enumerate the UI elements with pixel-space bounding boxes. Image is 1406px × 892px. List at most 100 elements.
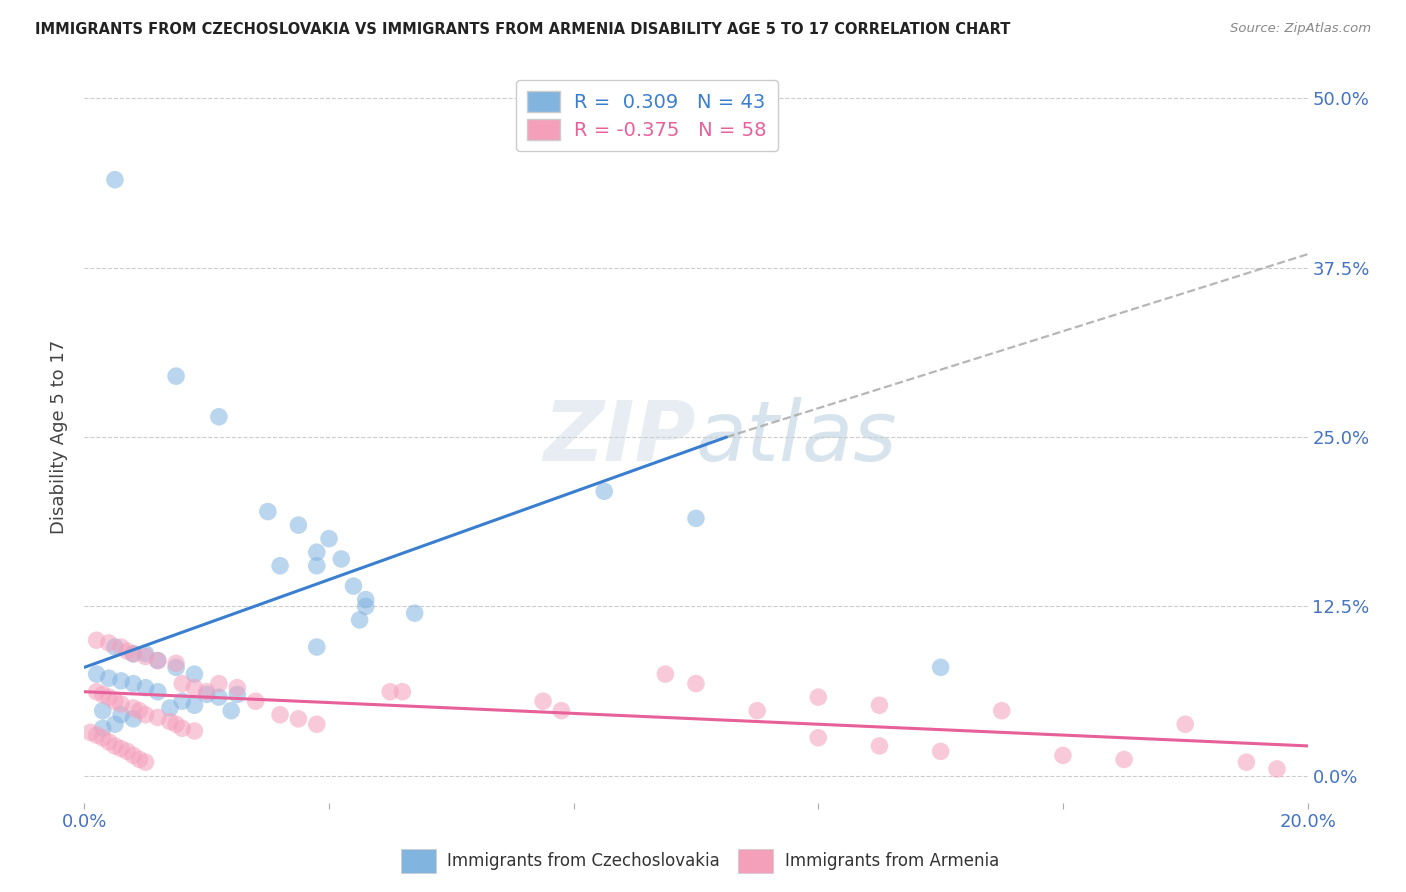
Point [110, 697, 132, 711]
Point [122, 712, 145, 726]
Point [245, 694, 267, 708]
Point [86, 684, 108, 698]
Point [1114, 752, 1136, 766]
Point [1236, 755, 1258, 769]
Point [159, 701, 181, 715]
Point [929, 660, 952, 674]
Point [208, 409, 231, 424]
Point [146, 654, 169, 668]
Point [183, 724, 205, 739]
Point [97, 690, 120, 705]
Point [269, 558, 291, 573]
Point [354, 599, 377, 614]
Point [404, 606, 426, 620]
Point [115, 644, 138, 658]
Point [122, 647, 145, 661]
Point [531, 694, 554, 708]
Point [86, 728, 108, 742]
Point [91, 721, 114, 735]
Legend: R =  0.309   N = 43, R = -0.375   N = 58: R = 0.309 N = 43, R = -0.375 N = 58 [516, 80, 778, 151]
Point [104, 694, 127, 708]
Point [128, 752, 150, 766]
Point [97, 735, 120, 749]
Point [172, 676, 194, 690]
Point [159, 714, 181, 729]
Point [287, 712, 309, 726]
Point [318, 532, 340, 546]
FancyBboxPatch shape [401, 849, 436, 873]
Point [349, 613, 371, 627]
Point [929, 744, 952, 758]
Point [269, 707, 291, 722]
Point [122, 748, 145, 763]
Point [380, 684, 402, 698]
Point [110, 640, 132, 654]
Point [135, 707, 157, 722]
Point [807, 731, 830, 745]
Point [219, 704, 242, 718]
Point [747, 704, 769, 718]
Point [146, 710, 169, 724]
Point [257, 505, 280, 519]
Point [172, 721, 194, 735]
Point [685, 511, 707, 525]
Point [183, 698, 205, 713]
Y-axis label: Disability Age 5 to 17: Disability Age 5 to 17 [51, 340, 69, 534]
Text: IMMIGRANTS FROM CZECHOSLOVAKIA VS IMMIGRANTS FROM ARMENIA DISABILITY AGE 5 TO 17: IMMIGRANTS FROM CZECHOSLOVAKIA VS IMMIGR… [35, 22, 1011, 37]
Point [208, 690, 231, 705]
Point [195, 684, 218, 698]
Point [115, 744, 138, 758]
Point [91, 731, 114, 745]
Point [165, 660, 187, 674]
Point [135, 681, 157, 695]
Point [104, 640, 127, 654]
Point [550, 704, 572, 718]
Point [354, 592, 377, 607]
Point [869, 698, 891, 713]
Text: Immigrants from Czechoslovakia: Immigrants from Czechoslovakia [447, 852, 720, 870]
Point [654, 667, 676, 681]
Point [342, 579, 364, 593]
Point [1052, 748, 1074, 763]
Point [122, 676, 145, 690]
Point [208, 676, 231, 690]
Point [91, 688, 114, 702]
Point [165, 369, 187, 384]
Point [104, 172, 127, 186]
Point [183, 667, 205, 681]
Point [91, 704, 114, 718]
Point [287, 518, 309, 533]
Point [79, 725, 101, 739]
Point [97, 671, 120, 685]
Point [1265, 762, 1288, 776]
Point [183, 681, 205, 695]
Point [226, 688, 249, 702]
Point [86, 633, 108, 648]
Point [122, 701, 145, 715]
Point [391, 684, 413, 698]
Point [869, 739, 891, 753]
Point [685, 676, 707, 690]
Text: Immigrants from Armenia: Immigrants from Armenia [785, 852, 998, 870]
Point [146, 654, 169, 668]
Point [165, 717, 187, 731]
Point [305, 717, 328, 731]
Point [110, 741, 132, 756]
Point [330, 552, 353, 566]
Text: Source: ZipAtlas.com: Source: ZipAtlas.com [1230, 22, 1371, 36]
Point [165, 657, 187, 671]
Point [135, 649, 157, 664]
Point [305, 545, 328, 559]
Point [172, 694, 194, 708]
Point [305, 558, 328, 573]
Point [146, 684, 169, 698]
Text: ZIP: ZIP [543, 397, 696, 477]
Point [86, 667, 108, 681]
FancyBboxPatch shape [738, 849, 773, 873]
Point [807, 690, 830, 705]
Point [1174, 717, 1197, 731]
Point [226, 681, 249, 695]
Point [135, 647, 157, 661]
Point [305, 640, 328, 654]
Point [110, 707, 132, 722]
